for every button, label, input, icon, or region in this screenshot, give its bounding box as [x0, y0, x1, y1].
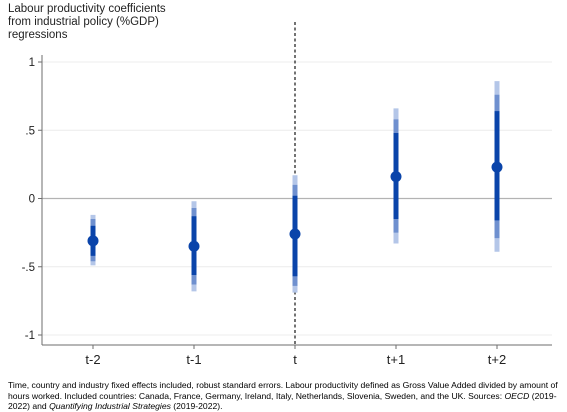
y-axis-title-line: Labour productivity coefficients: [8, 3, 166, 15]
y-axis-title-line: from industrial policy (%GDP): [8, 16, 159, 28]
x-tick-label: t+2: [488, 352, 506, 367]
y-tick-label: 1: [29, 57, 35, 69]
y-tick-label: -1: [25, 330, 35, 342]
coefficient-plot: 1 .5 0 -.5 -1 t-2 t-1 t t+1 t+2: [22, 22, 552, 367]
point-estimate: [491, 161, 503, 173]
x-tick-label: t-1: [186, 352, 201, 367]
x-tick-label: t: [293, 352, 297, 367]
point-estimate: [188, 240, 200, 252]
y-tick-label: .5: [25, 125, 35, 137]
footnote-text: (2019-2022).: [170, 401, 223, 411]
y-tick-label: 0: [29, 194, 35, 206]
y-axis-title-line: regressions: [8, 29, 68, 41]
point-estimate: [289, 228, 301, 240]
footnote-text: (2019-2022) and: [8, 390, 557, 412]
footnote-text: Time, country and industry fixed effects…: [8, 380, 558, 401]
y-axis-title: Labour productivity coefficients from in…: [8, 3, 248, 42]
point-estimate: [390, 171, 402, 183]
y-tick-label: -.5: [22, 262, 35, 274]
x-tick-label: t-2: [85, 352, 100, 367]
point-estimate: [87, 235, 99, 247]
chart-footnote: Time, country and industry fixed effects…: [8, 380, 560, 412]
footnote-source-oecd: OECD: [504, 390, 530, 401]
footnote-source-qis: Quantifying Industrial Strategies: [49, 401, 171, 411]
x-tick-label: t+1: [387, 352, 405, 367]
